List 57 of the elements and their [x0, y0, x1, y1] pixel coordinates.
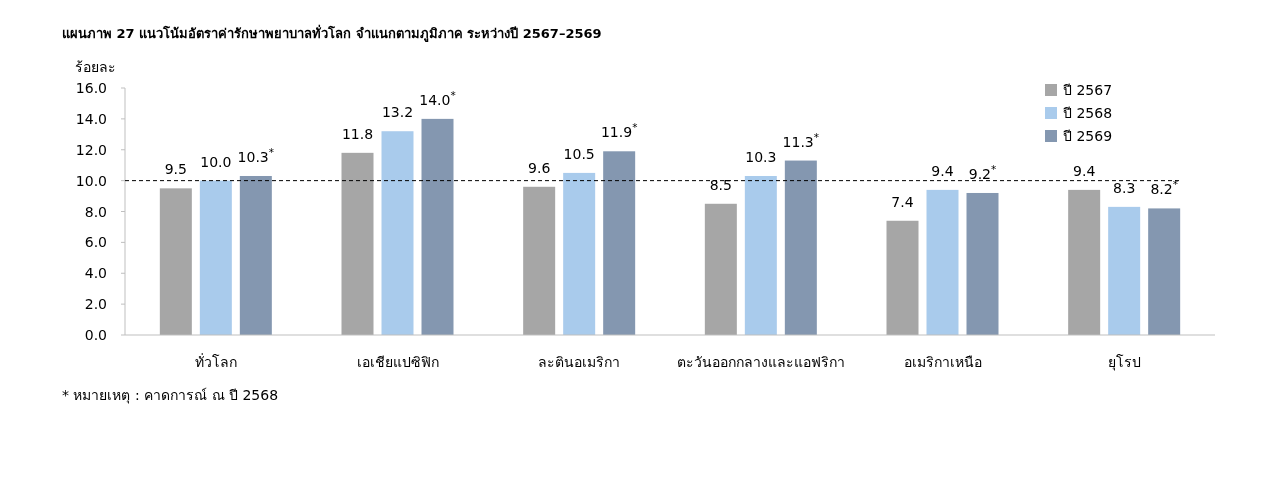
text: * หมายเหตุ : คาดการณ์ ณ ปี 2568 [62, 387, 279, 404]
y-tick-label: 0.0 [84, 327, 107, 343]
legend-label: ปี 2569 [1063, 128, 1113, 144]
bar [926, 189, 959, 335]
x-tick-label: ทั่วโลก [194, 353, 237, 370]
bar [381, 131, 414, 335]
bar [421, 118, 454, 335]
data-label: 9.5 [164, 161, 187, 178]
x-tick-label: ละตินอเมริกา [538, 354, 621, 370]
x-tick-label: ยุโรป [1107, 354, 1141, 371]
bar [886, 220, 919, 335]
y-tick-label: 8.0 [84, 203, 107, 220]
legend-label: ปี 2568 [1063, 105, 1113, 121]
data-label: 13.2 [381, 104, 414, 121]
data-label: 10.3$^{*}$ [237, 145, 275, 165]
bar [563, 172, 596, 335]
y-tick-label: 16.0 [75, 80, 107, 96]
bar [1108, 206, 1141, 335]
bar [239, 175, 272, 335]
data-label: 11.8 [341, 125, 374, 142]
y-tick-label: 12.0 [75, 141, 107, 158]
x-tick-label: เอเชียแปซิฟิก [356, 354, 439, 370]
bar [784, 160, 817, 335]
bar [744, 175, 777, 335]
y-tick-label: 2.0 [84, 296, 107, 313]
legend-label: ปี 2567 [1063, 82, 1113, 98]
bar [704, 203, 737, 335]
x-tick-label: อเมริกาเหนือ [903, 354, 982, 370]
bar [603, 151, 636, 335]
bar [966, 192, 999, 335]
data-label: 11.3$^{*}$ [782, 130, 820, 150]
data-label: 10.5 [563, 145, 595, 162]
data-label: 7.4 [891, 193, 914, 210]
bar [199, 180, 232, 335]
y-tick-label: 4.0 [84, 265, 107, 282]
data-label: 11.9$^{*}$ [600, 121, 638, 141]
data-label: 8.2$^{*}$ [1150, 178, 1178, 198]
y-axis-title: ร้อยละ [75, 59, 116, 75]
y-tick-label: 10.0 [75, 172, 107, 189]
bar [1068, 189, 1101, 335]
bar [1148, 208, 1181, 335]
bar [159, 188, 192, 335]
data-label: 9.2$^{*}$ [968, 162, 997, 182]
y-tick-label: 14.0 [75, 110, 107, 127]
data-label: 8.5 [709, 176, 732, 193]
data-label: 9.4 [1073, 162, 1096, 179]
x-tick-label: ตะวันออกกลางและแอฟริกา [676, 354, 845, 370]
data-label: 10.0 [200, 153, 232, 170]
y-tick-label: 6.0 [84, 234, 107, 251]
data-label: 14.0$^{*}$ [419, 88, 456, 108]
data-label: 9.4 [931, 162, 954, 179]
data-label: 10.3 [745, 148, 777, 165]
data-label: 9.6 [528, 159, 551, 176]
bar [341, 152, 374, 335]
bar [523, 186, 556, 335]
data-label: 8.3 [1113, 179, 1136, 196]
chart-title: แผนภาพ 27 แนวโน้มอัตราค่ารักษาพยาบาลทั่วโลก จำแนกตามภูมิภาค ระหว่างปี 2567–2569 [62, 24, 602, 42]
